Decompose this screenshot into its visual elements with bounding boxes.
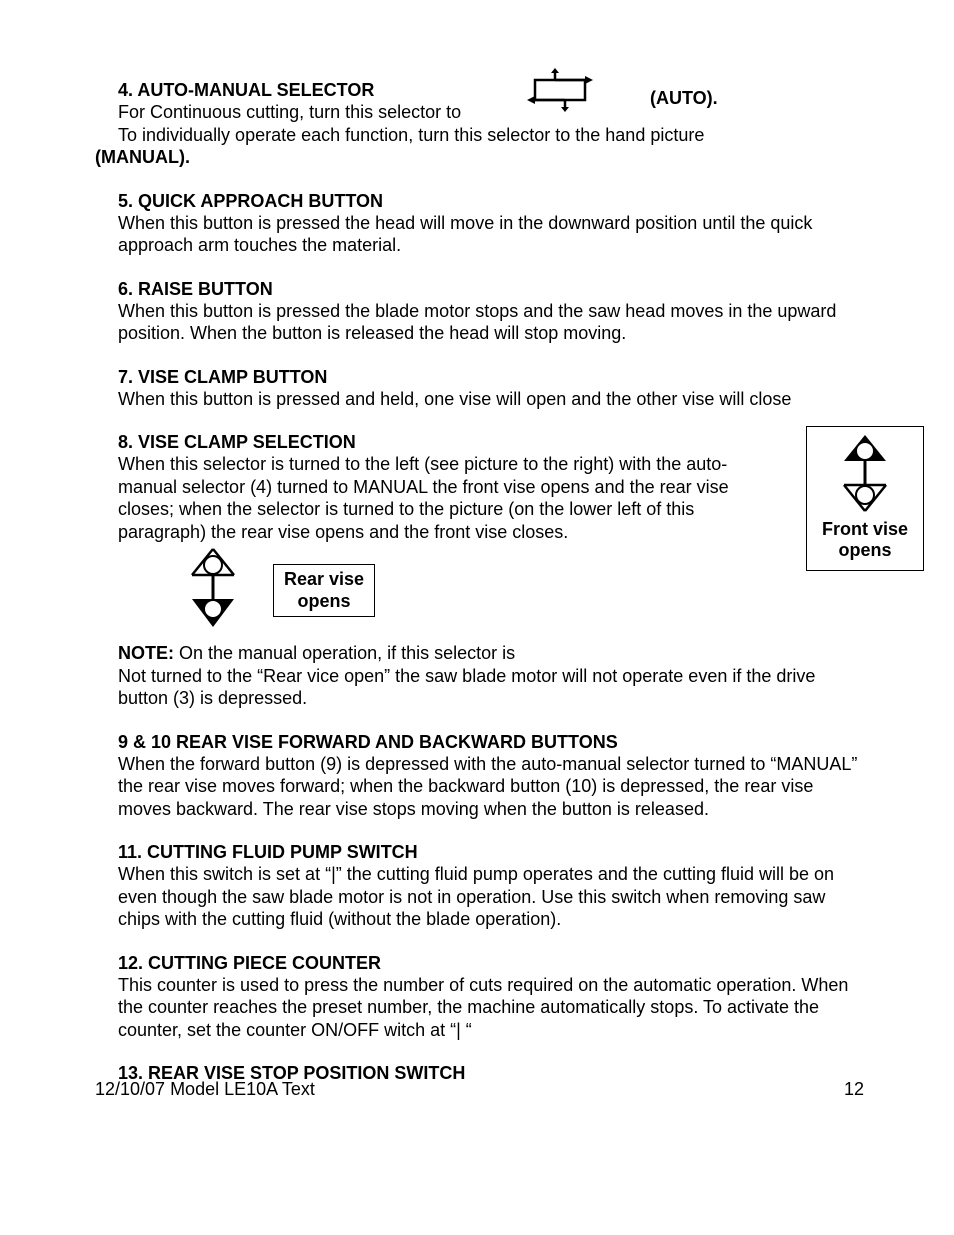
- rear-vise-box: Rear vise opens: [273, 564, 375, 617]
- note-8: NOTE: On the manual operation, if this s…: [118, 642, 864, 665]
- body-11: When this switch is set at “|” the cutti…: [118, 863, 864, 931]
- note-line2: Not turned to the “Rear vice open” the s…: [118, 665, 864, 710]
- auto-label: (AUTO).: [650, 88, 718, 109]
- heading-8: 8. VISE CLAMP SELECTION: [118, 432, 864, 453]
- body-9-10: When the forward button (9) is depressed…: [118, 753, 864, 821]
- body-6: When this button is pressed the blade mo…: [118, 300, 864, 345]
- heading-4: 4. AUTO-MANUAL SELECTOR: [118, 80, 374, 100]
- auto-loop-icon: [525, 68, 595, 117]
- section-8: Front vise opens 8. VISE CLAMP SELECTION…: [118, 432, 864, 710]
- note-line1: On the manual operation, if this selecto…: [174, 643, 515, 663]
- heading-12: 12. CUTTING PIECE COUNTER: [118, 953, 864, 974]
- body-12: This counter is used to press the number…: [118, 974, 864, 1042]
- note-label: NOTE:: [118, 643, 174, 663]
- manual-label: (MANUAL).: [95, 146, 864, 169]
- heading-9-10: 9 & 10 REAR VISE FORWARD AND BACKWARD BU…: [118, 732, 864, 753]
- body-5: When this button is pressed the head wil…: [118, 212, 864, 257]
- section-11: 11. CUTTING FLUID PUMP SWITCH When this …: [118, 842, 864, 931]
- section-4-line1: For Continuous cutting, turn this select…: [118, 101, 864, 124]
- heading-11: 11. CUTTING FLUID PUMP SWITCH: [118, 842, 864, 863]
- section-7: 7. VISE CLAMP BUTTON When this button is…: [118, 367, 864, 411]
- front-vise-icon: [830, 433, 900, 519]
- front-vise-label-l1: Front vise: [817, 519, 913, 541]
- section-12: 12. CUTTING PIECE COUNTER This counter i…: [118, 953, 864, 1042]
- heading-7: 7. VISE CLAMP BUTTON: [118, 367, 864, 388]
- section-5: 5. QUICK APPROACH BUTTON When this butto…: [118, 191, 864, 257]
- section-6: 6. RAISE BUTTON When this button is pres…: [118, 279, 864, 345]
- heading-5: 5. QUICK APPROACH BUTTON: [118, 191, 864, 212]
- section-9-10: 9 & 10 REAR VISE FORWARD AND BACKWARD BU…: [118, 732, 864, 821]
- rear-vise-row: Rear vise opens: [178, 547, 796, 634]
- rear-vise-label-l2: opens: [284, 591, 364, 613]
- section-4-line2: To individually operate each function, t…: [118, 124, 864, 147]
- front-vise-box: Front vise opens: [806, 426, 924, 571]
- front-vise-label-l2: opens: [817, 540, 913, 562]
- heading-6: 6. RAISE BUTTON: [118, 279, 864, 300]
- document-page: 4. AUTO-MANUAL SELECTOR (AUTO). For Cont…: [0, 0, 954, 1155]
- rear-vise-label-l1: Rear vise: [284, 569, 364, 591]
- section-4: 4. AUTO-MANUAL SELECTOR (AUTO). For Cont…: [95, 80, 864, 169]
- body-7: When this button is pressed and held, on…: [118, 388, 864, 411]
- rear-vise-icon: [178, 547, 248, 634]
- footer-right: 12: [844, 1079, 864, 1100]
- body-8: When this selector is turned to the left…: [118, 453, 864, 543]
- footer-left: 12/10/07 Model LE10A Text: [95, 1079, 315, 1100]
- page-footer: 12/10/07 Model LE10A Text 12: [95, 1079, 864, 1100]
